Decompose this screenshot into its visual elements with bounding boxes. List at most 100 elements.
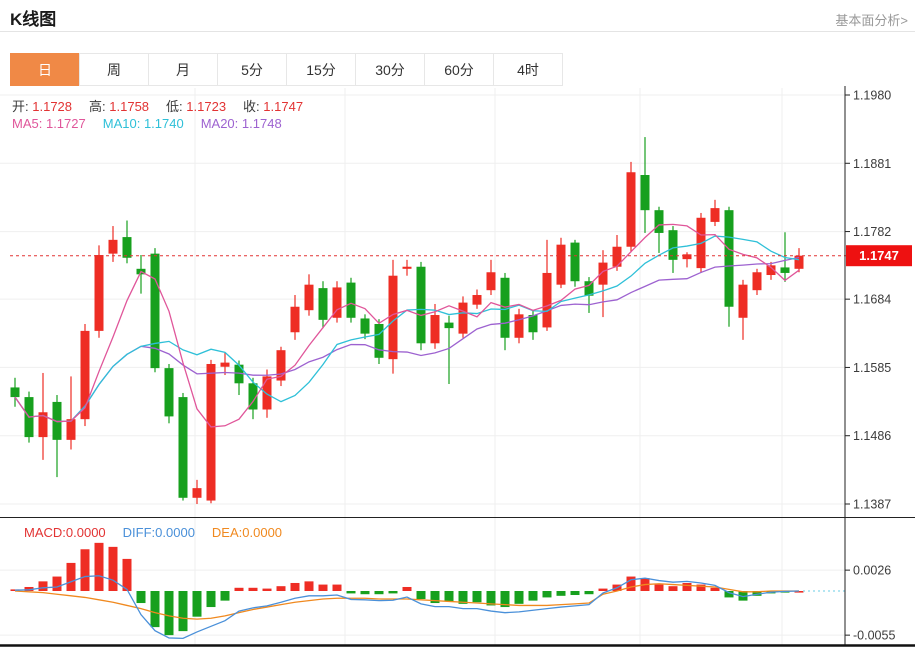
price-tick-label: 1.1585 — [853, 361, 891, 375]
macd-bar — [542, 591, 552, 598]
macd-bar — [598, 588, 608, 591]
macd-bar — [668, 586, 678, 591]
macd-bar — [248, 587, 258, 591]
tab-week[interactable]: 周 — [79, 53, 149, 86]
tab-5min[interactable]: 5分 — [217, 53, 287, 86]
macd-bar — [430, 591, 440, 604]
candle — [514, 314, 524, 338]
price-tick-label: 1.1881 — [853, 157, 891, 171]
macd-bar — [738, 591, 748, 601]
macd-bar — [52, 576, 62, 591]
candle — [570, 242, 580, 282]
macd-bar — [220, 591, 230, 601]
macd-bar — [682, 582, 692, 591]
high-value: 1.1758 — [109, 99, 150, 114]
macd-bar — [108, 546, 118, 591]
macd-bar — [122, 558, 132, 591]
price-tick-label: 1.1486 — [853, 429, 891, 443]
fundamental-analysis-link[interactable]: 基本面分析> — [835, 13, 908, 28]
candle — [402, 266, 412, 269]
macd-bar — [346, 591, 356, 594]
candle — [206, 363, 216, 501]
candle — [360, 318, 370, 334]
candle — [374, 323, 384, 358]
candle — [416, 266, 426, 344]
macd-bar — [136, 591, 146, 604]
diff-value: 0.0000 — [155, 525, 195, 540]
candle — [682, 254, 692, 260]
diff-label: DIFF: — [122, 525, 156, 540]
macd-bar — [80, 549, 90, 591]
tab-15min[interactable]: 15分 — [286, 53, 356, 86]
macd-bar — [402, 586, 412, 591]
price-tick-label: 1.1980 — [853, 89, 891, 103]
dea-label: DEA: — [211, 525, 243, 540]
candle — [766, 265, 776, 276]
candle — [10, 387, 20, 398]
macd-bar — [416, 591, 426, 600]
candle — [556, 244, 566, 285]
candle — [332, 287, 342, 318]
macd-bar — [360, 591, 370, 595]
ma20-value: 1.1748 — [241, 116, 282, 131]
macd-bar — [234, 587, 244, 591]
candle — [304, 284, 314, 311]
diff-readout: DIFF:0.0000 — [123, 525, 195, 540]
macd-header-row: MACD:0.0000 DIFF:0.0000 DEA:0.0000 — [24, 525, 299, 540]
macd-tick-label: 0.0026 — [853, 564, 891, 578]
macd-bar — [654, 584, 664, 591]
macd-bar — [66, 562, 76, 591]
current-price-badge-text: 1.1747 — [859, 248, 899, 263]
macd-bar — [150, 591, 160, 628]
ma10-value: 1.1740 — [143, 116, 184, 131]
macd-bar — [444, 591, 454, 602]
tab-month[interactable]: 月 — [148, 53, 218, 86]
ma5-value: 1.1727 — [45, 116, 86, 131]
candle — [388, 275, 398, 360]
macd-bar — [514, 591, 524, 604]
candle — [780, 267, 790, 273]
candle — [276, 350, 286, 381]
candle — [486, 272, 496, 291]
candle — [38, 412, 48, 438]
macd-bar — [528, 591, 538, 601]
tab-day[interactable]: 日 — [10, 53, 80, 86]
candle — [654, 210, 664, 233]
candle — [626, 172, 636, 247]
ohlc-low: 低: 1.1723 — [166, 96, 226, 115]
ma-row: MA5: 1.1727 MA10: 1.1740 MA20: 1.1748 — [12, 116, 299, 131]
candle — [248, 383, 258, 410]
macd-bar — [164, 591, 174, 636]
macd-bar — [724, 591, 734, 598]
macd-value: 0.0000 — [65, 525, 106, 540]
ohlc-open: 开: 1.1728 — [12, 96, 72, 115]
candle — [738, 284, 748, 318]
macd-bar — [94, 542, 104, 591]
macd-bar — [584, 591, 594, 595]
ohlc-close: 收: 1.1747 — [243, 96, 303, 115]
macd-tick-label: -0.0055 — [853, 629, 895, 643]
ma5-readout: MA5: 1.1727 — [12, 116, 86, 131]
candle — [444, 322, 454, 329]
ma5-label: MA5: — [12, 116, 43, 131]
macd-bar — [486, 591, 496, 606]
diff-line — [14, 575, 800, 640]
tab-60min[interactable]: 60分 — [424, 53, 494, 86]
tab-4hour[interactable]: 4时 — [493, 53, 563, 86]
ohlc-row: 开: 1.1728 高: 1.1758 低: 1.1723 收: 1.1747 — [12, 96, 320, 115]
dea-line — [14, 583, 799, 620]
dea-value: 0.0000 — [242, 525, 283, 540]
ma20-line — [14, 256, 800, 423]
candle — [458, 302, 468, 334]
macd-bar — [500, 591, 510, 608]
ma20-label: MA20: — [200, 116, 239, 131]
tab-30min[interactable]: 30分 — [355, 53, 425, 86]
candle — [164, 368, 174, 417]
candle — [234, 364, 244, 384]
candle — [122, 237, 132, 258]
open-value: 1.1728 — [32, 99, 73, 114]
candle — [430, 315, 440, 344]
ma20-readout: MA20: 1.1748 — [201, 116, 282, 131]
